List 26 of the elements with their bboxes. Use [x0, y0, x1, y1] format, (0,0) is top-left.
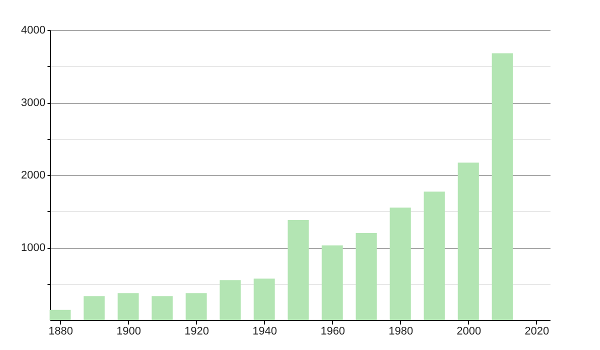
x-tick-label: 2000 [456, 326, 482, 338]
x-tick-label: 1880 [48, 326, 73, 338]
bar [220, 280, 241, 320]
bar [254, 278, 275, 320]
x-tick-label: 1920 [184, 326, 209, 338]
bar [118, 293, 139, 320]
x-tick-label: 1940 [252, 326, 278, 338]
bar [424, 192, 445, 320]
x-tick-label: 1960 [320, 326, 346, 338]
bar [288, 220, 309, 320]
bar [50, 310, 71, 320]
y-tick-label: 2000 [21, 170, 46, 182]
bar [492, 53, 513, 320]
bar [458, 162, 479, 320]
bar [186, 293, 207, 320]
x-tick-label: 1980 [388, 326, 414, 338]
x-tick-label: 1900 [116, 326, 141, 338]
x-tick-label: 2020 [524, 326, 550, 338]
bar [322, 245, 343, 320]
bar [390, 208, 411, 320]
bar [356, 233, 377, 320]
y-tick-label: 4000 [21, 24, 46, 36]
y-tick-label: 3000 [21, 97, 46, 109]
bar [84, 296, 105, 320]
bar [152, 296, 173, 320]
y-tick-label: 1000 [21, 242, 46, 254]
